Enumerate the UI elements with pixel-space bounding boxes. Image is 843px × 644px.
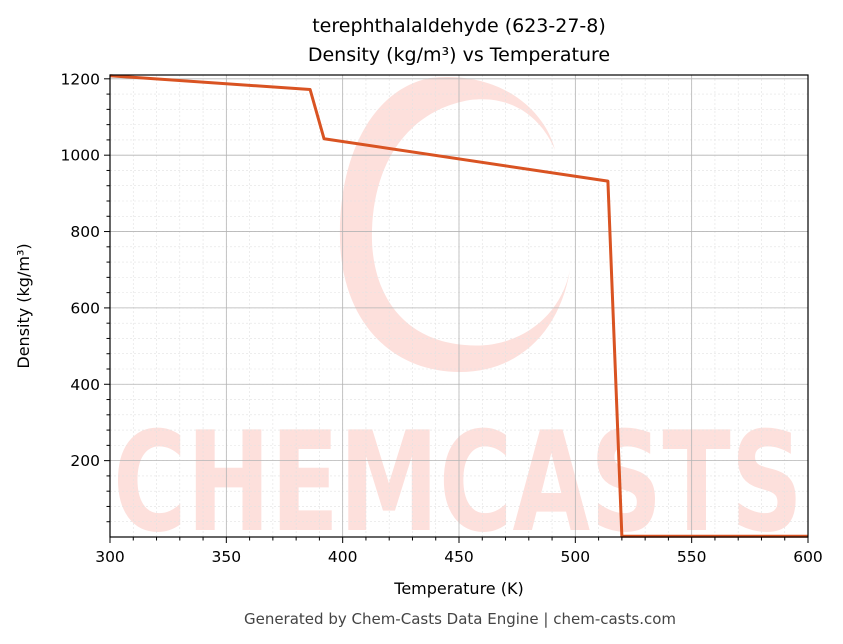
density-series-line	[109, 74, 808, 538]
x-tick-label: 600	[793, 548, 823, 566]
watermark: CHEMCASTS	[113, 76, 803, 563]
y-tick-label: 800	[70, 223, 100, 241]
y-tick-label: 200	[70, 452, 100, 470]
x-axis-label: Temperature (K)	[393, 579, 523, 598]
x-tick-label: 550	[677, 548, 707, 566]
x-tick-label: 500	[561, 548, 591, 566]
x-tick-label: 300	[95, 548, 125, 566]
chart-title: terephthalaldehyde (623-27-8)	[312, 15, 606, 37]
y-tick-label: 1000	[61, 147, 100, 165]
y-tick-label: 600	[70, 299, 100, 317]
plot-lines	[109, 74, 808, 538]
x-axis: 300 350 400 450 500 550 600	[95, 537, 823, 566]
y-tick-label: 1200	[61, 70, 100, 88]
x-tick-label: 450	[444, 548, 474, 566]
chart-subtitle: Density (kg/m³) vs Temperature	[308, 44, 610, 66]
y-axis: 200 400 600 800 1000 1200	[61, 70, 110, 523]
y-tick-label: 400	[70, 376, 100, 394]
major-grid	[109, 75, 809, 537]
x-tick-label: 350	[212, 548, 242, 566]
watermark-swirl	[339, 76, 570, 372]
x-tick-label: 400	[328, 548, 358, 566]
footer-credit: Generated by Chem-Casts Data Engine | ch…	[244, 610, 676, 628]
y-axis-label: Density (kg/m³)	[14, 243, 33, 368]
watermark-text: CHEMCASTS	[113, 402, 803, 563]
